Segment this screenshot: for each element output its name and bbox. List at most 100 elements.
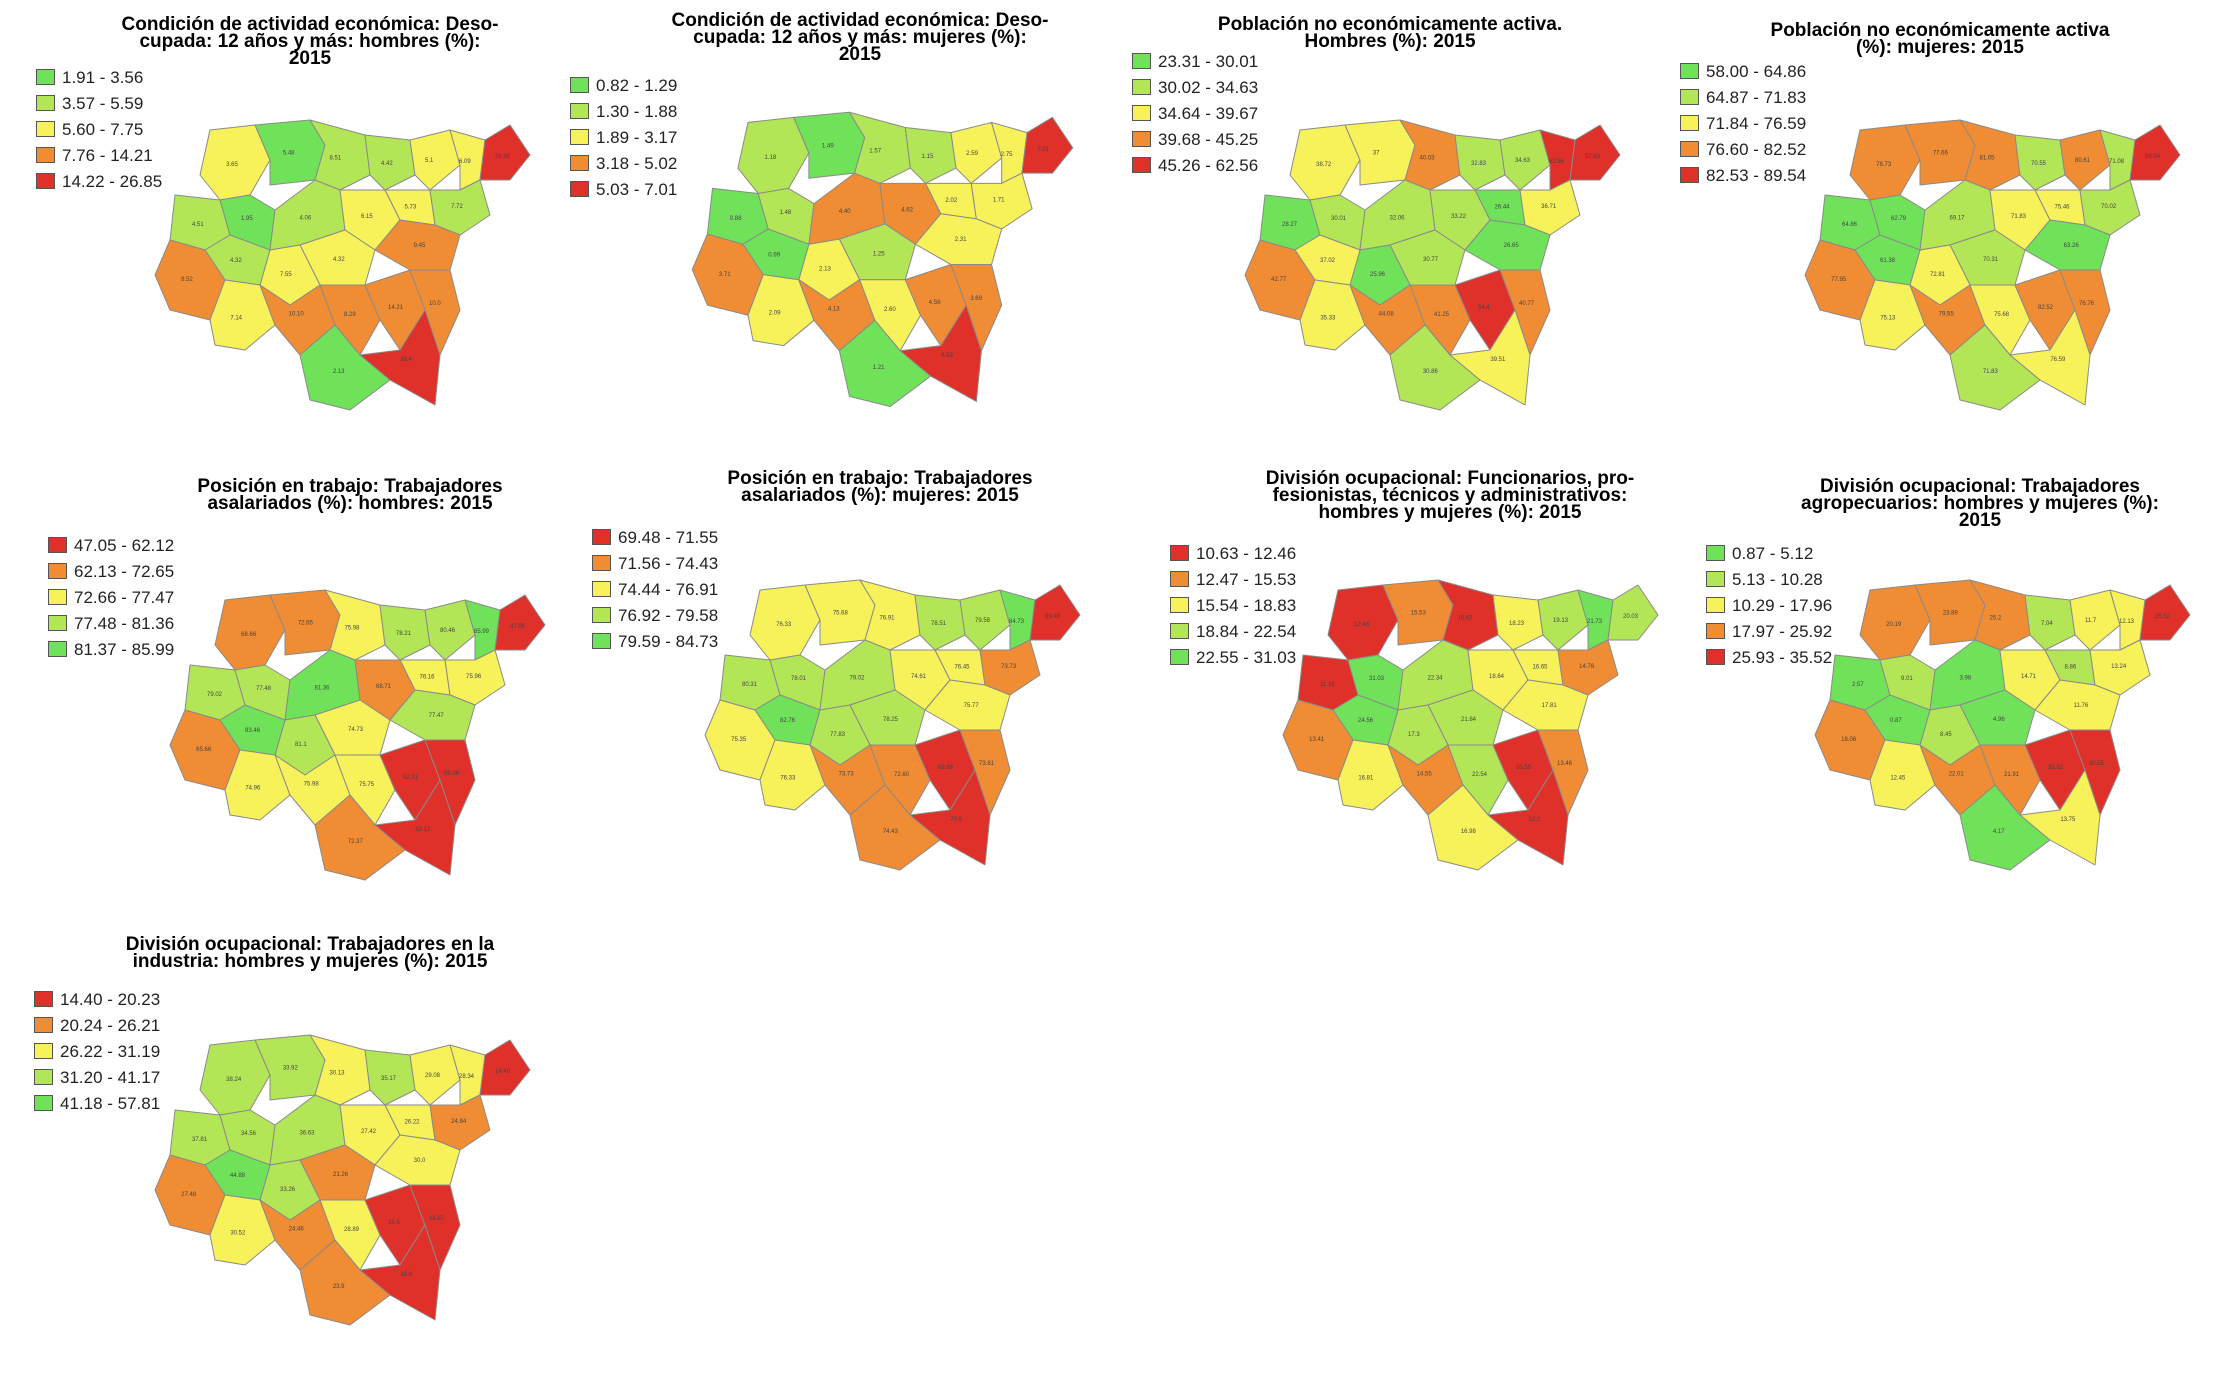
region-value-label: 63.26 [2064,243,2080,249]
region-value-label: 72.81 [1930,272,1946,278]
legend-swatch [34,991,53,1007]
region-value-label: 4.42 [381,161,393,167]
region-value-label: 35.52 [2155,614,2171,620]
map-region [859,279,922,352]
map-region [1454,134,1506,191]
region-value-label: 20.03 [1623,614,1639,620]
legend-label: 30.02 - 34.63 [1158,78,1259,97]
region-value-label: 36.63 [300,1131,316,1137]
region-value-label: 32.83 [1471,161,1487,167]
region-value-label: 22.01 [1949,771,1965,777]
legend-label: 72.66 - 77.47 [74,588,175,607]
region-value-label: 75.35 [731,737,747,743]
legend-swatch [570,181,589,197]
map-title: División ocupacional: Funcionarios, pro-… [1265,468,1635,523]
region-value-label: 84.73 [1009,619,1025,625]
legend-swatch [592,555,611,571]
region-value-label: 24.46 [289,1226,305,1232]
region-value-label: 83.46 [245,728,261,734]
region-value-label: 75.98 [304,781,320,787]
region-value-label: 80.31 [742,682,758,688]
region-value-label: 2.31 [955,236,967,243]
map-region [1487,769,1569,866]
map-title: División ocupacional: Trabajadores en la… [125,934,495,972]
region-value-label: 78.25 [883,717,899,723]
region-value-label: 2.13 [819,266,831,273]
region-value-label: 8.51 [330,156,342,162]
region-value-label: 23.89 [1943,611,1959,617]
region-value-label: 5.73 [405,204,417,210]
region-value-label: 6.15 [361,214,373,220]
region-value-label: 68.66 [241,632,257,638]
map-region [1499,269,1551,356]
region-value-label: 16.81 [1358,776,1374,782]
map-region [869,744,931,816]
region-value-label: 72.60 [894,772,910,778]
choropleth-map: 68.66 72.65 75.98 78.21 80.46 85.99 47.05 79.02… [169,589,546,881]
legend-swatch [1706,571,1725,587]
legend-swatch [36,121,55,137]
region-value-label: 75.77 [964,703,980,709]
map-region [1449,309,1531,406]
region-value-label: 75.96 [466,674,482,680]
region-value-label: 30.86 [1423,369,1439,375]
legend-label: 10.63 - 12.46 [1196,544,1297,563]
region-value-label: 78.01 [791,676,807,682]
region-value-label: 1.49 [822,142,834,149]
map-region [364,134,416,191]
region-value-label: 70.6 [950,817,962,823]
region-value-label: 9.45 [414,243,426,249]
region-value-label: 25.2 [1990,616,2002,622]
map-region [914,594,966,651]
region-value-label: 18.64 [1489,674,1505,680]
region-value-label: 7.01 [1037,146,1049,153]
region-value-label: 78.21 [396,631,412,637]
map-title: Posición en trabajo: Trabajadores asalar… [197,476,503,514]
region-value-label: 4.13 [828,306,840,313]
region-value-label: 1.21 [873,364,885,371]
region-value-label: 27.42 [361,1129,377,1135]
region-value-label: 69.88 [938,765,954,771]
region-value-label: 16.65 [1533,664,1549,670]
legend-label: 15.54 - 18.83 [1196,596,1297,615]
region-value-label: 22.34 [1428,676,1444,682]
legend-swatch [1132,157,1151,173]
region-value-label: 28.89 [344,1227,360,1233]
map-region [1969,284,2031,356]
map-region [359,309,441,406]
region-value-label: 30.52 [230,1231,246,1237]
map-region [2129,124,2181,181]
region-value-label: 10.55 [1516,765,1532,771]
region-value-label: 1.15 [922,153,934,160]
region-value-label: 75.13 [1880,316,1896,322]
region-value-label: 3.71 [719,271,731,278]
region-value-label: 2.59 [966,150,978,157]
map-region [479,124,531,181]
region-value-label: 26.65 [1504,243,1520,249]
region-value-label: 2.09 [769,310,781,317]
region-value-label: 74.73 [348,727,364,733]
legend-label: 74.44 - 76.91 [618,580,719,599]
region-value-label: 54.4 [1478,305,1490,311]
region-value-label: 75.98 [345,626,361,632]
region-value-label: 62.79 [1891,216,1907,222]
map-region [319,284,381,356]
region-value-label: 73.73 [1001,664,1017,670]
legend-swatch [1132,105,1151,121]
legend-label: 71.84 - 76.59 [1706,114,1807,133]
map-region [1607,584,1659,641]
region-value-label: 47.05 [510,624,526,630]
region-value-label: 23.9 [333,1284,345,1290]
region-value-label: 0.99 [768,251,780,258]
legend-label: 5.03 - 7.01 [596,180,678,199]
region-value-label: 40.77 [1519,301,1535,307]
legend-swatch [592,633,611,649]
region-value-label: 37.02 [1320,258,1336,264]
legend-label: 62.13 - 72.65 [74,562,175,581]
map-region [479,1039,531,1096]
legend-label: 39.68 - 45.25 [1158,130,1259,149]
legend-label: 5.60 - 7.75 [62,120,144,139]
region-value-label: 79.55 [1939,311,1955,317]
map-region [899,304,982,402]
region-value-label: 12.2 [1528,817,1540,823]
